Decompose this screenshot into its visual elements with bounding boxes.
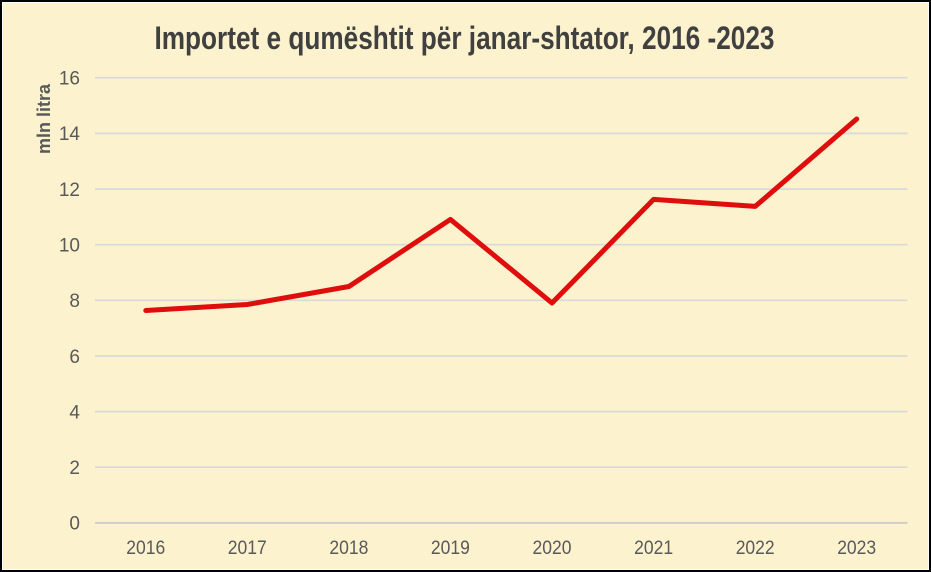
svg-text:2017: 2017 [228, 538, 267, 559]
svg-text:12: 12 [59, 180, 80, 201]
svg-text:2: 2 [69, 458, 80, 479]
svg-text:2019: 2019 [431, 538, 470, 559]
svg-text:2018: 2018 [329, 538, 368, 559]
svg-text:14: 14 [59, 124, 81, 145]
svg-text:8: 8 [69, 291, 80, 312]
svg-text:4: 4 [69, 402, 80, 423]
svg-text:Importet e qumështit për janar: Importet e qumështit për janar-shtator, … [155, 20, 775, 56]
svg-text:10: 10 [59, 236, 80, 257]
svg-text:2021: 2021 [634, 538, 673, 559]
svg-text:mln litra: mln litra [34, 83, 54, 154]
svg-text:2023: 2023 [837, 538, 876, 559]
svg-text:0: 0 [69, 514, 80, 535]
svg-text:6: 6 [69, 347, 80, 368]
svg-text:16: 16 [59, 69, 80, 90]
svg-text:2016: 2016 [126, 538, 165, 559]
svg-text:2020: 2020 [533, 538, 572, 559]
svg-text:2022: 2022 [736, 538, 775, 559]
